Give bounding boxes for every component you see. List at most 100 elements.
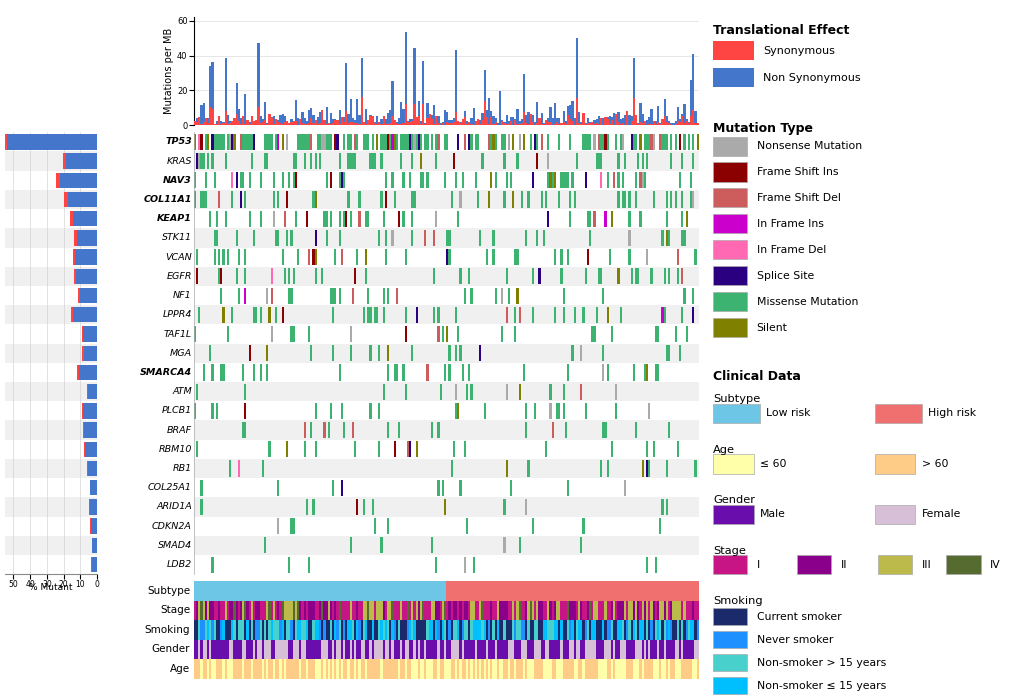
Text: Gender: Gender [712,496,754,505]
Bar [413,104,415,125]
Bar [580,383,582,400]
Bar [397,211,399,227]
Bar [481,620,483,640]
Bar [422,104,424,125]
Bar [397,601,399,620]
Bar [340,601,342,620]
Bar [525,499,527,515]
Bar [658,124,660,125]
Bar [5,267,97,286]
Bar [689,659,692,679]
Bar [683,230,685,246]
Bar [652,659,654,679]
Bar [464,557,466,573]
Text: RBM10: RBM10 [158,445,192,454]
Bar [525,620,527,640]
Bar [494,134,496,150]
Bar [194,516,698,536]
Bar [443,172,446,189]
Bar [194,190,698,209]
Bar [582,307,584,323]
Bar [557,134,559,150]
Bar [635,172,637,189]
Bar [462,601,464,620]
Bar [521,640,523,659]
Bar [338,230,340,246]
Bar [226,640,228,659]
Bar [224,153,226,169]
Bar [272,601,275,620]
Bar [481,640,483,659]
Bar [391,116,393,125]
Bar [665,461,667,477]
Bar [386,422,389,438]
Bar [622,134,624,150]
Bar [588,659,591,679]
Bar [648,461,650,477]
Bar [365,659,367,679]
Bar [325,124,327,125]
Bar [420,620,422,640]
Bar [481,120,483,125]
Bar [242,119,245,125]
Bar [304,640,306,659]
Bar [616,620,620,640]
Bar [264,601,266,620]
Bar [198,659,200,679]
Bar [220,581,222,601]
Bar [669,153,672,169]
Bar [413,620,415,640]
Bar [329,581,332,601]
Bar [209,345,211,361]
Bar [413,659,415,679]
Bar [639,620,641,640]
Bar [712,454,753,473]
Bar [292,620,294,640]
Bar [264,537,266,553]
Bar [650,640,652,659]
Bar [422,61,424,125]
Bar [507,287,510,303]
Bar [639,104,641,125]
Bar [674,581,676,601]
Bar [462,172,464,189]
Bar [874,505,914,524]
Bar [656,106,658,125]
Bar [635,581,637,601]
Bar [450,120,452,125]
Bar [260,640,262,659]
Bar [448,345,450,361]
Bar [635,191,637,207]
Bar [616,172,620,189]
Bar [306,620,308,640]
Bar [454,383,457,400]
Bar [551,620,553,640]
Bar [321,620,323,640]
Bar [281,659,283,679]
Bar [270,287,272,303]
Bar [207,134,209,150]
Bar [253,601,255,620]
Bar [207,601,209,620]
Bar [665,116,667,125]
Bar [494,581,496,601]
Bar [317,581,319,601]
Text: Frame Shift Ins: Frame Shift Ins [756,167,838,177]
Bar [712,654,747,672]
Bar [616,601,620,620]
Bar [415,117,418,125]
Bar [660,118,663,125]
Bar [457,121,459,125]
Bar [685,211,687,227]
Bar [413,134,415,150]
Bar [83,422,97,438]
Bar [696,134,698,150]
Bar [593,581,595,601]
Bar [90,480,97,496]
Bar [468,134,470,150]
Bar [435,211,437,227]
Bar [393,134,395,150]
Bar [658,601,660,620]
Bar [270,117,272,125]
Bar [559,620,562,640]
